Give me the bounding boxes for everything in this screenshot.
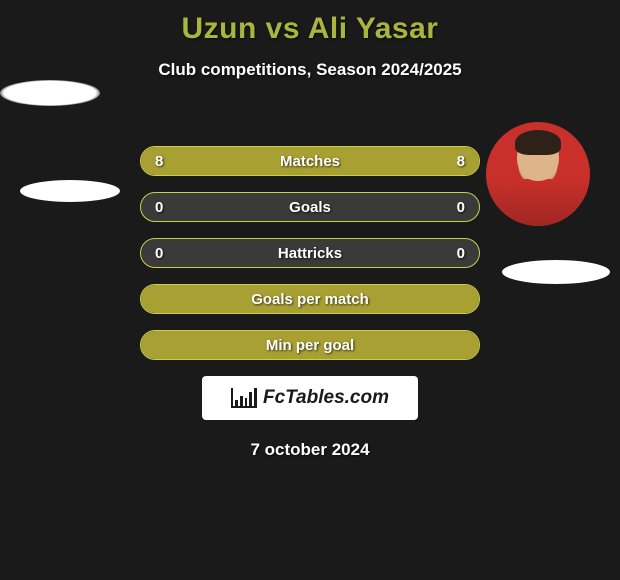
player-photo-hair [515,130,561,155]
brand-chart-icon [231,388,257,408]
stat-row-mpg: Min per goal [140,330,480,360]
comparison-card: Uzun vs Ali Yasar Club competitions, Sea… [0,0,620,580]
stat-label: Min per goal [266,337,354,354]
player-left-avatar-placeholder [0,80,100,106]
subtitle: Club competitions, Season 2024/2025 [0,60,620,80]
date: 7 october 2024 [0,440,620,460]
stat-label: Hattricks [278,245,342,262]
title: Uzun vs Ali Yasar [0,0,620,46]
stats-list: 8 Matches 8 0 Goals 0 0 Hattricks 0 Goal… [0,146,620,360]
stat-row-hattricks: 0 Hattricks 0 [140,238,480,268]
brand-text: FcTables.com [263,387,389,409]
stat-row-matches: 8 Matches 8 [140,146,480,176]
stat-value-left: 0 [155,245,163,262]
stat-label: Goals [289,199,331,216]
stat-value-left: 8 [155,153,163,170]
stat-label: Matches [280,153,340,170]
stat-value-left: 0 [155,199,163,216]
brand-badge[interactable]: FcTables.com [202,376,418,420]
stat-label: Goals per match [251,291,369,308]
stat-value-right: 0 [457,245,465,262]
stat-row-goals: 0 Goals 0 [140,192,480,222]
stat-row-gpm: Goals per match [140,284,480,314]
stat-value-right: 0 [457,199,465,216]
stat-value-right: 8 [457,153,465,170]
